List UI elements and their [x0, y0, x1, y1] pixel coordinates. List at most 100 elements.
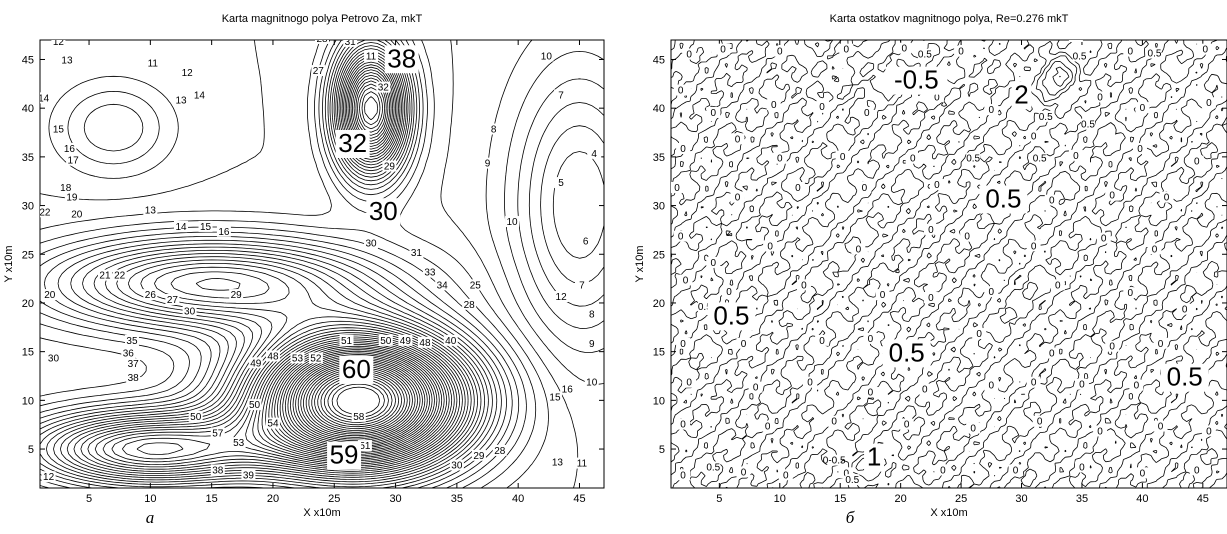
contour-label: 10 — [506, 217, 518, 228]
contour-label: 8 — [589, 310, 595, 321]
contour-label: 11 — [366, 51, 377, 62]
contour-label-bg — [923, 223, 938, 235]
contour-label: 0 — [1134, 381, 1140, 392]
contour-label: 0 — [1055, 280, 1061, 291]
x-tick-label: 45 — [1197, 493, 1209, 505]
contour-label: 16 — [562, 385, 574, 396]
contour-label: 0.5 — [698, 302, 712, 313]
contour-line-6 — [552, 151, 604, 259]
contour-label-bg — [1105, 340, 1120, 352]
x-tick-label: 40 — [1136, 493, 1148, 505]
x-tick-label: 40 — [512, 493, 524, 505]
contour-label: 0 — [1202, 45, 1208, 56]
contour-label-bg — [339, 334, 354, 346]
contour-label: 0 — [711, 108, 717, 119]
contour-label: 0 — [765, 422, 771, 433]
contour-label: 0 — [1182, 305, 1188, 316]
contour-label-bg — [42, 289, 57, 301]
contour-label-bg — [851, 243, 866, 255]
contour-line-11 — [48, 40, 604, 385]
contour-label: 0 — [680, 470, 686, 481]
contour-label: 0 — [819, 336, 825, 347]
y-tick-label: 15 — [653, 347, 665, 359]
contour-label-bg — [468, 279, 483, 291]
contour-label: 28 — [494, 446, 506, 457]
contour-label-bg — [1026, 130, 1041, 142]
contour-label: 50 — [380, 336, 392, 347]
contour-label-bg — [121, 347, 136, 359]
contour-label: 0 — [989, 105, 995, 116]
contour-label: 0 — [940, 465, 946, 476]
contour-label: 0.5 — [1073, 51, 1087, 62]
contour-label-bg — [417, 336, 432, 348]
contour-label-bg — [308, 352, 323, 364]
contour-label-bg — [364, 50, 379, 62]
contour-label: 0 — [753, 383, 759, 394]
contour-label-bg — [174, 220, 188, 232]
y-tick-label: 5 — [659, 444, 665, 456]
contour-label: 49 — [250, 358, 262, 369]
contour-label-bg — [678, 274, 693, 286]
contour-line-24 — [66, 51, 482, 480]
contour-line-30 — [111, 66, 463, 469]
contour-label-bg — [736, 466, 751, 478]
contour-label-bg — [584, 308, 599, 320]
contour-label: 0 — [868, 334, 874, 345]
contour-label: 13 — [175, 95, 187, 106]
contour-label: 17 — [68, 156, 80, 167]
contour-label-bg — [1032, 152, 1047, 164]
contour-label: 58 — [353, 412, 365, 423]
contour-lines — [40, 40, 604, 488]
contour-label-bg — [1038, 110, 1053, 122]
contour-label: 12 — [182, 68, 194, 79]
contour-label: 9 — [485, 159, 491, 170]
big-label-bg — [885, 66, 948, 95]
contour-label: 19 — [66, 193, 78, 204]
contour-label-bg — [550, 456, 565, 468]
contour-label: 31 — [345, 37, 357, 48]
x-tick-label: 20 — [895, 493, 907, 505]
contour-label: 48 — [267, 351, 279, 362]
contour-label-bg — [706, 461, 721, 473]
contour-label-bg — [929, 91, 944, 103]
contour-label: 0 — [910, 154, 916, 165]
x-tick-label: 15 — [206, 493, 218, 505]
contour-label-bg — [364, 237, 379, 249]
contour-label: 22 — [39, 207, 51, 218]
contour-label-bg — [676, 337, 691, 349]
contour-label: 39 — [243, 470, 255, 481]
contour-label: 0.5 — [1148, 49, 1162, 60]
x-tick-label: 30 — [389, 493, 401, 505]
contour-line-10 — [67, 51, 604, 353]
contour-line-2 — [1052, 66, 1070, 87]
contour-label-bg — [676, 418, 691, 430]
contour-label: 4 — [591, 149, 597, 160]
contour-label-bg — [682, 48, 697, 60]
contour-label-bg — [697, 300, 712, 312]
contour-label-bg — [863, 332, 878, 344]
contour-label: 0 — [1079, 462, 1085, 473]
contour-line-16 — [40, 40, 520, 488]
contour-label-bg — [382, 160, 397, 172]
contour-line-31 — [121, 69, 460, 467]
x-tick-label: 5 — [86, 493, 92, 505]
contour-label: 0 — [686, 50, 692, 61]
contour-label: 0 — [1128, 288, 1134, 299]
contour-label-bg — [917, 48, 932, 60]
contour-label: 0 — [862, 183, 868, 194]
contour-label: 31 — [411, 248, 423, 259]
x-tick-label: 30 — [1015, 493, 1027, 505]
contour-label-bg — [351, 410, 366, 422]
contour-label-bg — [315, 40, 329, 44]
y-tick-label: 45 — [653, 54, 665, 66]
contour-line-37 — [268, 87, 445, 457]
big-label-bg — [339, 355, 374, 384]
big-label-bg — [366, 198, 401, 227]
contour-line-52 — [308, 368, 408, 433]
contour-label: 0 — [1206, 426, 1212, 437]
contour-label: 51 — [359, 441, 371, 452]
contour-line-26 — [80, 56, 475, 476]
contour-label-bg — [1026, 240, 1041, 252]
contour-label-bg — [62, 143, 77, 154]
